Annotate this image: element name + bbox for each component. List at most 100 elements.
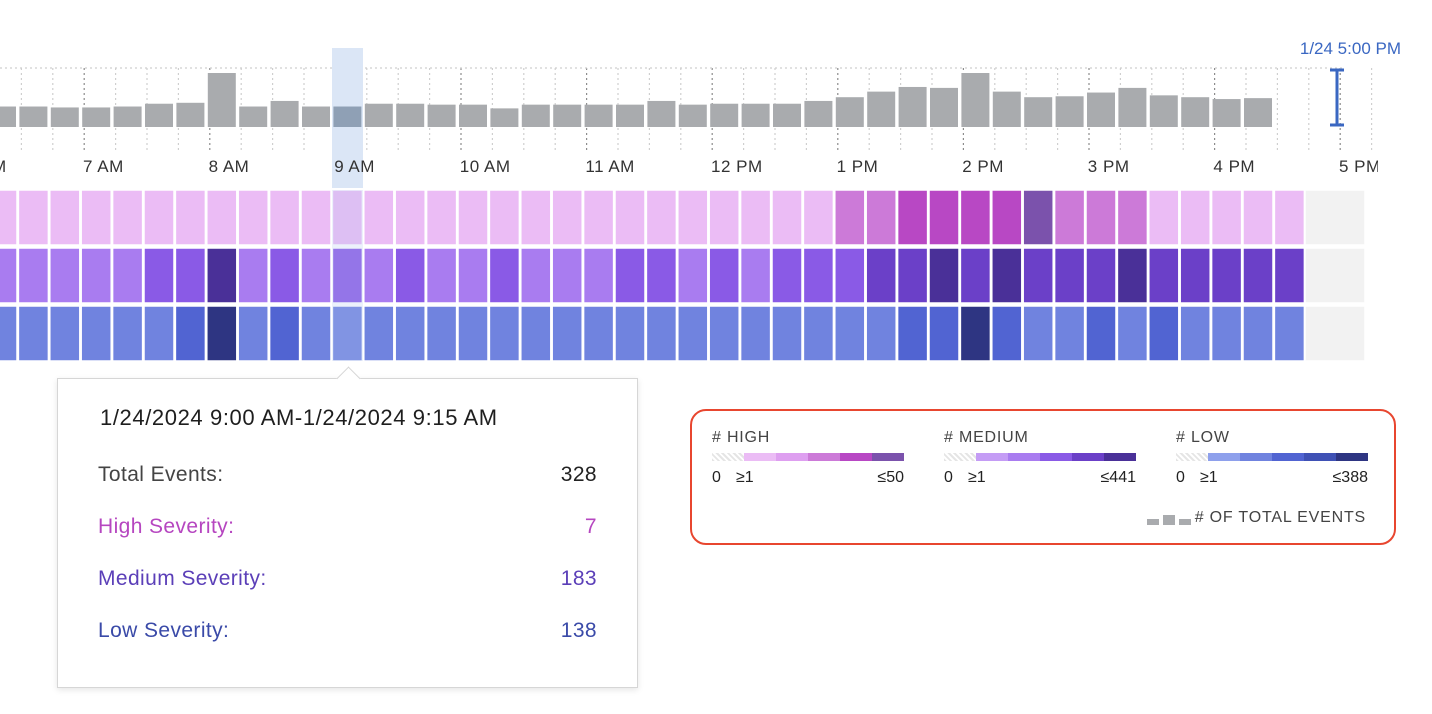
heatmap-cell-high[interactable] xyxy=(1148,189,1180,246)
heatmap-cell-medium[interactable] xyxy=(1085,247,1117,304)
heatmap-cell-high[interactable] xyxy=(771,189,803,246)
heatmap-cell-medium[interactable] xyxy=(457,247,489,304)
total-events-bar[interactable] xyxy=(773,103,801,127)
total-events-bar[interactable] xyxy=(82,107,111,127)
total-events-bar[interactable] xyxy=(176,102,205,127)
heatmap-cell-low[interactable] xyxy=(1148,305,1180,362)
heatmap-cell-medium[interactable] xyxy=(237,247,269,304)
heatmap-cell-high[interactable] xyxy=(80,189,112,246)
heatmap-cell-high[interactable] xyxy=(677,189,709,246)
total-events-bar[interactable] xyxy=(584,104,613,127)
heatmap-cell-high[interactable] xyxy=(1053,189,1086,246)
total-events-bar[interactable] xyxy=(239,106,268,127)
heatmap-cell-high[interactable] xyxy=(1273,189,1306,246)
event-timeline-heatmap[interactable]: 1/24 5:00 PM M 7 AM 8 AM 9 AM 10 AM 11 AM 12 PM… xyxy=(0,0,1432,370)
total-events-bar[interactable] xyxy=(427,104,456,127)
heatmap-cell-high[interactable] xyxy=(1022,189,1054,246)
heatmap-cell-high[interactable] xyxy=(739,189,772,246)
total-events-bar[interactable] xyxy=(1181,97,1210,127)
heatmap-cell-medium[interactable] xyxy=(488,247,521,304)
heatmap-cell-high[interactable] xyxy=(520,189,552,246)
heatmap-cell-low[interactable] xyxy=(331,305,364,362)
heatmap-cell-medium[interactable] xyxy=(771,247,803,304)
heatmap-cell-medium[interactable] xyxy=(1210,247,1243,304)
heatmap-cell-medium[interactable] xyxy=(865,247,897,304)
total-events-bar[interactable] xyxy=(333,106,362,127)
total-events-bar[interactable] xyxy=(490,108,519,127)
total-events-bar[interactable] xyxy=(616,104,644,127)
heatmap-cell-low[interactable] xyxy=(143,305,175,362)
heatmap-cell-low[interactable] xyxy=(1053,305,1086,362)
heatmap-cell-high[interactable] xyxy=(551,189,583,246)
heatmap-cell-medium[interactable] xyxy=(1179,247,1211,304)
heatmap-cell-high[interactable] xyxy=(1210,189,1243,246)
heatmap-cell-high[interactable] xyxy=(865,189,897,246)
total-events-bar[interactable] xyxy=(1087,92,1115,127)
heatmap-cell-medium[interactable] xyxy=(991,247,1023,304)
heatmap-cell-medium[interactable] xyxy=(582,247,615,304)
total-events-bar[interactable] xyxy=(364,103,393,127)
heatmap-cell-low[interactable] xyxy=(174,305,207,362)
heatmap-cell-high[interactable] xyxy=(928,189,960,246)
heatmap-cell-low[interactable] xyxy=(300,305,332,362)
heatmap-cell-low[interactable] xyxy=(834,305,866,362)
total-events-bar[interactable] xyxy=(992,91,1021,127)
heatmap-cell-low[interactable] xyxy=(520,305,552,362)
heatmap-cell-medium[interactable] xyxy=(17,247,50,304)
heatmap-cell-medium[interactable] xyxy=(802,247,835,304)
total-events-bar[interactable] xyxy=(1244,98,1272,127)
heatmap-cell-medium[interactable] xyxy=(143,247,175,304)
total-events-bar[interactable] xyxy=(145,103,173,127)
heatmap-cell-high[interactable] xyxy=(802,189,835,246)
total-events-bar[interactable] xyxy=(396,103,425,127)
heatmap-cell-medium[interactable] xyxy=(896,247,929,304)
heatmap-cell-high[interactable] xyxy=(708,189,740,246)
heatmap-cell-high[interactable] xyxy=(425,189,458,246)
total-events-bar[interactable] xyxy=(1118,87,1147,127)
heatmap-cell-low[interactable] xyxy=(49,305,81,362)
total-events-bar[interactable] xyxy=(50,107,79,127)
heatmap-cell-high[interactable] xyxy=(488,189,521,246)
heatmap-cell-high[interactable] xyxy=(896,189,929,246)
heatmap-cell-high[interactable] xyxy=(645,189,678,246)
heatmap-cell-medium[interactable] xyxy=(425,247,458,304)
total-events-bar[interactable] xyxy=(804,100,833,127)
heatmap-cell-high[interactable] xyxy=(457,189,489,246)
heatmap-cell-medium[interactable] xyxy=(928,247,960,304)
heatmap-cell-high[interactable] xyxy=(582,189,615,246)
total-events-bar[interactable] xyxy=(0,106,16,127)
heatmap-cell-low[interactable] xyxy=(363,305,395,362)
heatmap-cell-medium[interactable] xyxy=(551,247,583,304)
heatmap-cell-low[interactable] xyxy=(802,305,835,362)
heatmap-cell-medium[interactable] xyxy=(206,247,238,304)
heatmap-cell-high[interactable] xyxy=(614,189,646,246)
heatmap-cell-medium[interactable] xyxy=(300,247,332,304)
heatmap-cell-high[interactable] xyxy=(363,189,395,246)
heatmap-cell-low[interactable] xyxy=(17,305,50,362)
heatmap-cell-low[interactable] xyxy=(425,305,458,362)
heatmap-cell-low[interactable] xyxy=(80,305,112,362)
heatmap-cell-high[interactable] xyxy=(0,189,18,246)
heatmap-cell-low[interactable] xyxy=(1273,305,1306,362)
heatmap-cell-high[interactable] xyxy=(1116,189,1149,246)
total-events-bar[interactable] xyxy=(710,103,739,127)
heatmap-cell-low[interactable] xyxy=(739,305,772,362)
heatmap-cell-high[interactable] xyxy=(991,189,1023,246)
total-events-bar[interactable] xyxy=(207,73,236,127)
heatmap-cell-low[interactable] xyxy=(677,305,709,362)
heatmap-cell-low[interactable] xyxy=(394,305,426,362)
total-events-bar[interactable] xyxy=(1149,95,1178,127)
heatmap-cell-low[interactable] xyxy=(928,305,960,362)
heatmap-cell-low[interactable] xyxy=(1116,305,1149,362)
heatmap-cell-medium[interactable] xyxy=(520,247,552,304)
heatmap-cell-medium[interactable] xyxy=(1148,247,1180,304)
total-events-bar[interactable] xyxy=(553,104,582,127)
total-events-bar[interactable] xyxy=(961,73,990,127)
heatmap-cell-medium[interactable] xyxy=(1022,247,1054,304)
total-events-bar[interactable] xyxy=(1055,96,1084,127)
total-events-bar[interactable] xyxy=(302,106,330,127)
heatmap-cell-high[interactable] xyxy=(174,189,207,246)
heatmap-cell-medium[interactable] xyxy=(645,247,678,304)
heatmap-cell-low[interactable] xyxy=(771,305,803,362)
heatmap-cell-high[interactable] xyxy=(49,189,81,246)
